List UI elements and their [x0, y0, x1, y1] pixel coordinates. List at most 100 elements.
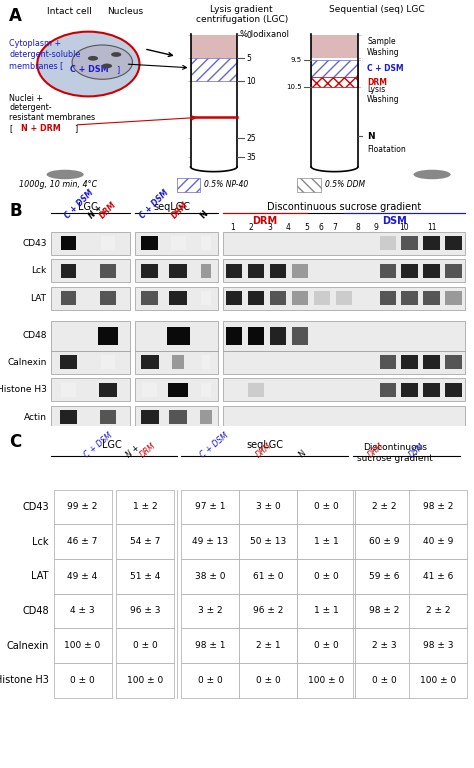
Text: LAT: LAT: [30, 293, 46, 303]
Bar: [141, 410, 159, 425]
Text: 0 ± 0: 0 ± 0: [70, 676, 95, 685]
Text: [: [: [9, 124, 12, 134]
Text: 3 ± 2: 3 ± 2: [198, 607, 223, 615]
Text: 0 ± 0: 0 ± 0: [133, 641, 158, 650]
Text: B: B: [9, 202, 22, 220]
Bar: [297, 178, 320, 192]
Text: 6: 6: [318, 223, 323, 231]
Bar: [311, 34, 358, 167]
Text: 0 ± 0: 0 ± 0: [198, 676, 223, 685]
Bar: [181, 663, 239, 697]
Text: 1 ± 1: 1 ± 1: [314, 537, 339, 546]
Bar: [223, 232, 465, 255]
Text: Lysis
Washing: Lysis Washing: [367, 84, 400, 104]
Bar: [201, 237, 211, 250]
Bar: [181, 525, 239, 559]
Bar: [356, 663, 413, 697]
Text: C + DSM: C + DSM: [199, 431, 230, 460]
Text: 2 ± 1: 2 ± 1: [256, 641, 281, 650]
Bar: [223, 351, 465, 373]
Bar: [446, 291, 462, 306]
Text: 96 ± 2: 96 ± 2: [253, 607, 283, 615]
Text: LGC: LGC: [79, 202, 98, 212]
Bar: [311, 78, 358, 87]
Text: 98 ± 2: 98 ± 2: [423, 502, 453, 511]
Bar: [166, 327, 190, 346]
Bar: [116, 628, 174, 663]
Text: 100 ± 0: 100 ± 0: [420, 676, 456, 685]
Text: DRM: DRM: [252, 216, 277, 226]
Text: CD48: CD48: [22, 331, 46, 340]
Text: 96 ± 3: 96 ± 3: [130, 607, 161, 615]
Bar: [409, 594, 467, 628]
Text: Histone H3: Histone H3: [0, 675, 49, 685]
Text: Calnexin: Calnexin: [7, 641, 49, 650]
Bar: [100, 410, 116, 425]
Ellipse shape: [111, 52, 121, 57]
Bar: [51, 286, 130, 310]
Text: 5: 5: [246, 54, 251, 63]
Bar: [135, 232, 219, 255]
Text: 0.5% NP-40: 0.5% NP-40: [204, 180, 249, 190]
Bar: [239, 525, 297, 559]
Bar: [401, 263, 418, 278]
Ellipse shape: [72, 45, 132, 79]
Bar: [116, 663, 174, 697]
Bar: [223, 378, 465, 401]
Text: 98 ± 2: 98 ± 2: [369, 607, 400, 615]
Bar: [116, 489, 174, 525]
Bar: [54, 663, 111, 697]
Bar: [446, 237, 462, 250]
Text: 10.5: 10.5: [286, 84, 302, 90]
Bar: [401, 291, 418, 306]
Bar: [356, 594, 413, 628]
Text: 1000g, 10 min, 4°C: 1000g, 10 min, 4°C: [18, 180, 97, 188]
Text: 0 ± 0: 0 ± 0: [314, 571, 339, 581]
Text: 61 ± 0: 61 ± 0: [253, 571, 283, 581]
Bar: [61, 291, 76, 306]
Bar: [270, 263, 286, 278]
Text: 2: 2: [248, 223, 253, 231]
Text: 3 ± 0: 3 ± 0: [256, 502, 281, 511]
Text: seqLGC: seqLGC: [154, 202, 191, 212]
Text: Histone H3: Histone H3: [0, 385, 46, 394]
Text: 49 ± 4: 49 ± 4: [67, 571, 98, 581]
Text: DSM: DSM: [383, 216, 407, 226]
Bar: [446, 382, 462, 397]
Text: Nuclei +: Nuclei +: [9, 94, 44, 103]
Text: 38 ± 0: 38 ± 0: [195, 571, 226, 581]
Text: N: N: [367, 132, 374, 141]
Bar: [223, 259, 465, 282]
Bar: [239, 628, 297, 663]
Bar: [239, 489, 297, 525]
Bar: [201, 382, 211, 397]
Text: Lysis gradient
centrifugation (LGC): Lysis gradient centrifugation (LGC): [195, 5, 288, 25]
Text: DRM: DRM: [367, 78, 387, 87]
Bar: [292, 327, 308, 346]
Bar: [297, 663, 356, 697]
Bar: [51, 321, 130, 351]
Text: 100 ± 0: 100 ± 0: [64, 641, 100, 650]
Text: seqLGC: seqLGC: [246, 440, 283, 450]
Bar: [60, 356, 77, 369]
Text: 9.5: 9.5: [291, 57, 302, 63]
Text: CD43: CD43: [22, 502, 49, 511]
Bar: [201, 291, 211, 306]
Text: Lck: Lck: [32, 537, 49, 547]
Text: Cytoplasm +
detergent-soluble
membranes [: Cytoplasm + detergent-soluble membranes …: [9, 39, 81, 70]
Text: 54 ± 7: 54 ± 7: [130, 537, 160, 546]
Bar: [200, 410, 212, 425]
Text: C: C: [9, 433, 22, 452]
Ellipse shape: [37, 31, 139, 97]
Text: 7: 7: [332, 223, 337, 231]
Bar: [297, 525, 356, 559]
Bar: [191, 35, 237, 58]
Bar: [142, 263, 158, 278]
Text: Discontinuous sucrose gradient: Discontinuous sucrose gradient: [267, 202, 421, 212]
Text: resistant membranes: resistant membranes: [9, 113, 95, 122]
Bar: [181, 594, 239, 628]
Bar: [223, 406, 465, 429]
Bar: [54, 628, 111, 663]
Text: 11: 11: [428, 223, 437, 231]
Text: 41 ± 6: 41 ± 6: [423, 571, 453, 581]
